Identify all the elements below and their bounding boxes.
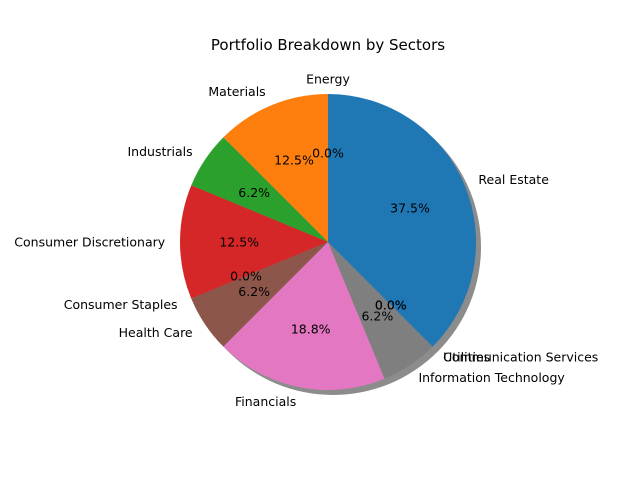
pie-slice-consumer-discretionary — [180, 185, 328, 299]
slice-percent-energy: 0.0% — [312, 146, 344, 161]
pie-slices — [180, 94, 476, 390]
slice-percent-consumer-staples: 0.0% — [230, 268, 262, 283]
slice-percent-health-care: 6.2% — [238, 284, 270, 299]
slice-label-health-care: Health Care — [119, 325, 193, 340]
slice-percent-consumer-discretionary: 12.5% — [219, 235, 259, 250]
slice-percent-information-technology: 6.2% — [361, 308, 393, 323]
slice-label-information-technology: Information Technology — [418, 370, 565, 385]
slice-label-energy: Energy — [306, 72, 350, 87]
slice-label-utilities: Utilities — [443, 350, 490, 365]
chart-title: Portfolio Breakdown by Sectors — [211, 36, 445, 54]
pie-slice-information-technology — [328, 242, 433, 379]
slice-percent-labels: 0.0%12.5%6.2%12.5%0.0%6.2%18.8%6.2%0.0%0… — [219, 146, 430, 337]
slice-labels: Energy Materials Industrials Consumer Discr… — [14, 72, 598, 409]
pie-slice-industrials — [191, 137, 328, 242]
slice-label-materials: Materials — [208, 84, 265, 99]
slice-percent-industrials: 6.2% — [238, 185, 270, 200]
pie-slice-real-estate — [328, 94, 476, 347]
pie-slice-health-care — [191, 242, 328, 347]
slice-label-real-estate: Real Estate — [478, 172, 549, 187]
slice-percent-real-estate: 37.5% — [390, 201, 430, 216]
slice-label-communication-services: Communication Services — [443, 350, 598, 365]
pie-slice-financials — [223, 242, 385, 390]
slice-label-consumer-discretionary: Consumer Discretionary — [14, 235, 165, 250]
slice-label-industrials: Industrials — [127, 144, 192, 159]
slice-percent-communication-services: 0.0% — [375, 297, 407, 312]
slice-label-financials: Financials — [235, 394, 296, 409]
pie-slice-materials — [223, 94, 328, 242]
slice-percent-utilities: 0.0% — [375, 297, 407, 312]
slice-percent-materials: 12.5% — [274, 152, 314, 167]
slice-label-consumer-staples: Consumer Staples — [64, 297, 178, 312]
slice-percent-financials: 18.8% — [291, 322, 331, 337]
